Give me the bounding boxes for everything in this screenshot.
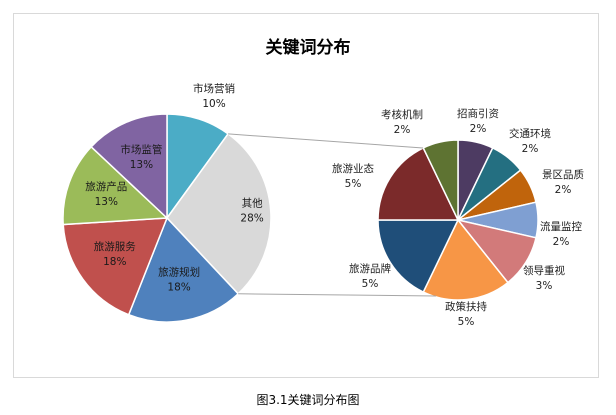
secondary-slice-8: [377, 146, 460, 221]
main-slice-4-value: 18%: [103, 256, 126, 268]
main-slice-6: [90, 113, 168, 220]
secondary-slice-6-value: 5%: [458, 316, 475, 328]
secondary-slice-8-name: 旅游业态: [332, 162, 374, 175]
figure-caption: 图3.1关键词分布图: [256, 393, 360, 407]
secondary-slice-2-name: 交通环境: [509, 127, 551, 140]
main-slice-2-value: 28%: [240, 213, 263, 225]
secondary-slice-1-value: 2%: [470, 123, 487, 135]
main-slice-5-name: 旅游产品: [85, 180, 127, 193]
main-slice-1-value: 10%: [202, 98, 225, 110]
secondary-slice-5-value: 3%: [536, 280, 553, 292]
secondary-slice-8-value: 5%: [345, 178, 362, 190]
main-slice-2: [166, 132, 272, 295]
secondary-slice-9-name: 考核机制: [381, 108, 423, 121]
secondary-slice-1-name: 招商引资: [457, 107, 499, 120]
secondary-slice-7: [377, 219, 460, 294]
secondary-slice-5-name: 领导重视: [523, 264, 565, 277]
secondary-slice-6-name: 政策扶持: [445, 300, 487, 313]
secondary-slice-7-value: 5%: [362, 278, 379, 290]
secondary-slice-6: [422, 218, 509, 301]
secondary-slice-9: [422, 139, 459, 221]
secondary-slice-3-name: 景区品质: [542, 169, 584, 181]
secondary-slice-4-name: 流量监控: [540, 220, 582, 233]
main-slice-6-value: 13%: [130, 159, 153, 171]
main-slice-6-name: 市场监管: [120, 143, 162, 156]
main-slice-1-name: 市场营销: [193, 82, 235, 95]
chart-title: 关键词分布: [265, 38, 351, 58]
connector-bottom: [238, 293, 437, 297]
main-slice-2-name: 其他: [242, 197, 263, 210]
secondary-slice-2-value: 2%: [522, 143, 539, 155]
connector-top: [228, 133, 424, 149]
main-slice-5-value: 13%: [95, 196, 118, 208]
main-slice-3-name: 旅游规划: [158, 265, 200, 278]
main-slice-4-name: 旅游服务: [94, 240, 136, 253]
main-slice-3: [127, 216, 240, 323]
main-slice-4: [62, 217, 169, 316]
main-slice-5: [62, 145, 169, 226]
secondary-slice-7-name: 旅游品牌: [349, 262, 391, 275]
secondary-slice-4-value: 2%: [553, 236, 570, 248]
secondary-slice-3-value: 2%: [555, 184, 572, 196]
secondary-slice-9-value: 2%: [394, 124, 411, 136]
main-slice-3-value: 18%: [167, 281, 190, 293]
